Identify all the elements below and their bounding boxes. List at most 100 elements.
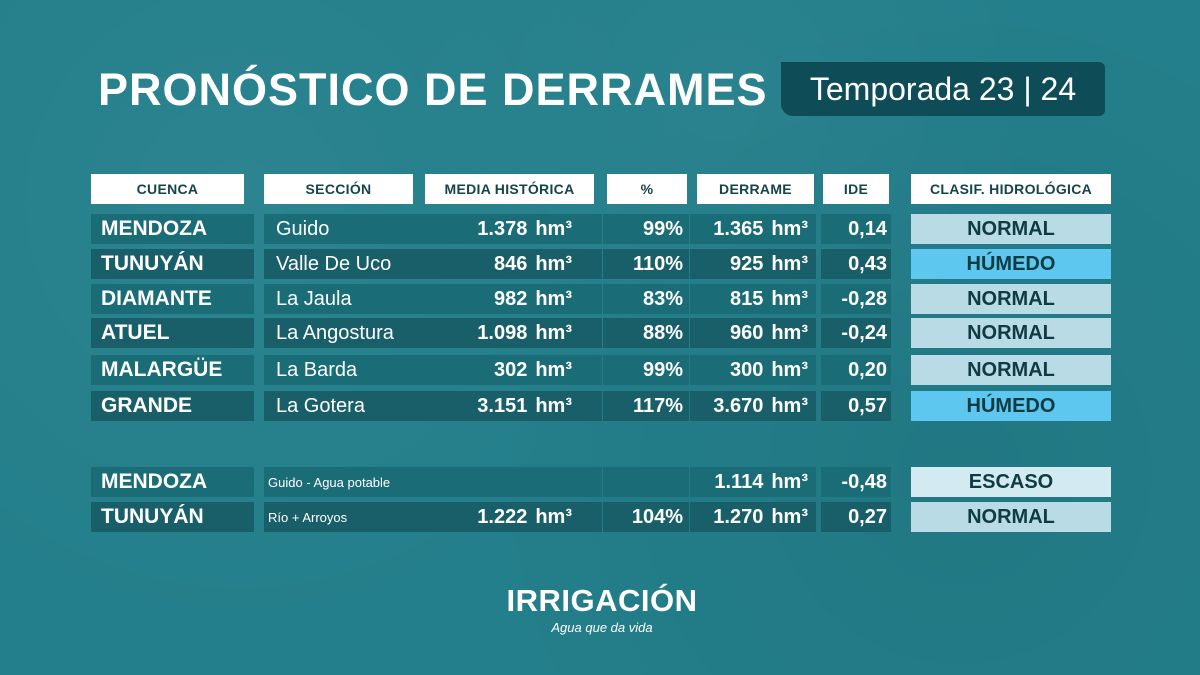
seccion-cell-value: Río + Arroyos — [268, 509, 348, 525]
unit-label: hm³ — [771, 394, 808, 417]
seccion-cell: La Barda — [264, 355, 422, 385]
row-background — [91, 318, 254, 348]
row-background — [264, 467, 422, 497]
unit-label: hm³ — [535, 358, 572, 381]
header-media-historica: MEDIA HISTÓRICA — [425, 174, 594, 204]
cuenca-cell-value: MENDOZA — [101, 470, 208, 493]
derrame-cell: 960 hm³ — [690, 318, 816, 348]
media-cell-value: 1.378 — [477, 217, 528, 240]
season-badge: Temporada 23 | 24 — [781, 62, 1105, 116]
ide-cell: -0,28 — [821, 284, 891, 314]
media-cell: 846 hm³ — [422, 249, 602, 279]
row-background — [603, 284, 689, 314]
derrame-cell-value: 815 — [729, 287, 764, 310]
media-cell: 3.151 hm³ — [422, 391, 602, 421]
media-cell-value: 1.222 — [477, 505, 528, 528]
percent-cell-value: 117% — [632, 394, 683, 417]
unit-label: hm³ — [771, 252, 808, 275]
media-cell-value: 846 — [493, 252, 528, 275]
row-background — [603, 502, 689, 532]
media-cell-value: 1.098 — [477, 321, 528, 344]
percent-cell: 83% — [603, 284, 689, 314]
derrame-cell-value: 960 — [729, 321, 764, 344]
seccion-cell: Valle De Uco — [264, 249, 422, 279]
cuenca-cell: MENDOZA — [91, 214, 254, 244]
ide-cell-value: -0,28 — [841, 287, 887, 310]
clasif-badge: HÚMEDO — [911, 391, 1111, 421]
ide-cell: -0,48 — [821, 467, 891, 497]
row-background — [690, 391, 816, 421]
row-background — [264, 284, 422, 314]
seccion-cell-value: Valle De Uco — [276, 252, 392, 275]
unit-label: hm³ — [771, 321, 808, 344]
row-background — [422, 214, 602, 244]
unit-label: hm³ — [535, 505, 572, 528]
cuenca-cell-value: TUNUYÁN — [101, 252, 204, 275]
percent-cell: 117% — [603, 391, 689, 421]
seccion-cell-value: Guido — [276, 217, 330, 240]
percent-cell-value: 99% — [642, 217, 683, 240]
cuenca-cell-value: ATUEL — [101, 321, 170, 344]
percent-cell: 99% — [603, 355, 689, 385]
seccion-cell: La Jaula — [264, 284, 422, 314]
ide-cell-value: 0,14 — [848, 217, 887, 240]
cuenca-cell: TUNUYÁN — [91, 502, 254, 532]
derrame-cell-value: 1.365 — [713, 217, 764, 240]
row-background — [821, 249, 891, 279]
logo-name: IRRIGACIÓN — [506, 583, 698, 618]
clasif-badge: ESCASO — [911, 467, 1111, 497]
row-background — [690, 318, 816, 348]
cuenca-cell-value: MENDOZA — [101, 217, 208, 240]
row-background — [422, 467, 602, 497]
media-cell-value: 982 — [493, 287, 528, 310]
row-background — [603, 355, 689, 385]
row-background — [264, 249, 422, 279]
table-row: ATUEL La Angostura 1.098 hm³ 88% 960 hm³ -0,24 — [91, 318, 891, 348]
row-background — [422, 502, 602, 532]
header-seccion: SECCIÓN — [264, 174, 413, 204]
ide-cell-value: 0,43 — [848, 252, 887, 275]
percent-cell-value: 83% — [642, 287, 683, 310]
unit-label: hm³ — [771, 470, 808, 493]
table-row: DIAMANTE La Jaula 982 hm³ 83% 815 hm³ -0,28 — [91, 284, 891, 314]
clasif-badge: NORMAL — [911, 502, 1111, 532]
row-background — [91, 214, 254, 244]
header-ide: IDE — [823, 174, 889, 204]
derrame-cell: 3.670 hm³ — [690, 391, 816, 421]
seccion-cell-value: Guido - Agua potable — [268, 474, 391, 490]
cuenca-cell: DIAMANTE — [91, 284, 254, 314]
seccion-cell: La Gotera — [264, 391, 422, 421]
row-background — [603, 249, 689, 279]
media-cell-value: 302 — [493, 358, 528, 381]
row-background — [422, 249, 602, 279]
media-cell — [422, 467, 602, 497]
media-cell: 982 hm³ — [422, 284, 602, 314]
derrame-cell: 1.365 hm³ — [690, 214, 816, 244]
row-background — [264, 355, 422, 385]
clasif-badge: NORMAL — [911, 355, 1111, 385]
clasif-badge: NORMAL — [911, 214, 1111, 244]
row-background — [603, 391, 689, 421]
cuenca-cell: MENDOZA — [91, 467, 254, 497]
cuenca-cell-value: TUNUYÁN — [101, 505, 204, 528]
cuenca-cell-value: GRANDE — [101, 394, 193, 417]
percent-cell-value: 104% — [631, 505, 683, 528]
row-background — [422, 391, 602, 421]
unit-label: hm³ — [535, 217, 572, 240]
ide-cell: 0,27 — [821, 502, 891, 532]
ide-cell-value: 0,20 — [848, 358, 887, 381]
derrame-cell-value: 1.114 — [714, 470, 764, 493]
ide-cell: -0,24 — [821, 318, 891, 348]
unit-label: hm³ — [535, 252, 572, 275]
clasif-badge: NORMAL — [911, 284, 1111, 314]
ide-cell-value: 0,27 — [848, 505, 887, 528]
header-cuenca: CUENCA — [91, 174, 244, 204]
percent-cell: 99% — [603, 214, 689, 244]
row-background — [821, 467, 891, 497]
ide-cell-value: -0,24 — [841, 321, 887, 344]
derrame-cell: 1.114 hm³ — [690, 467, 816, 497]
percent-cell: 104% — [603, 502, 689, 532]
cuenca-cell: MALARGÜE — [91, 355, 254, 385]
header-percent: % — [607, 174, 687, 204]
derrame-cell-value: 3.670 — [713, 394, 764, 417]
